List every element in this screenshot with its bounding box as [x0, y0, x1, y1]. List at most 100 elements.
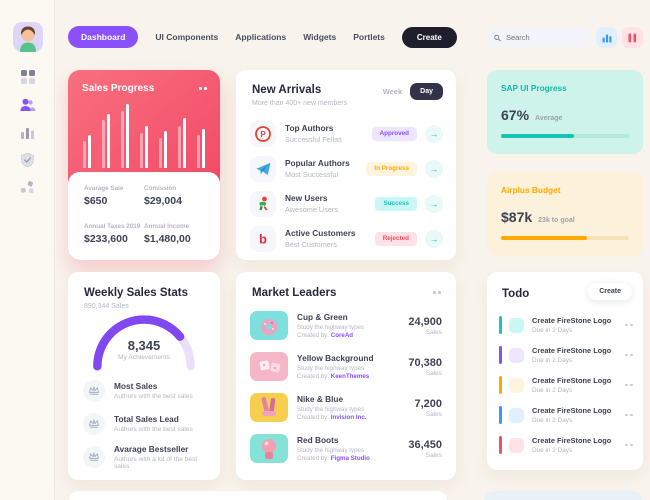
list-item[interactable]: P Top Authors Successful Fellas Approved…	[250, 116, 443, 151]
creator-link[interactable]: KeenThemes	[330, 373, 370, 380]
item-title: New Users	[285, 193, 328, 203]
avatar[interactable]	[13, 22, 43, 52]
stat-label: Annual Taxes 2019	[84, 223, 141, 230]
progress-fill	[501, 236, 587, 240]
list-item[interactable]: Create FireStone Logo Due in 2 Days	[499, 310, 633, 340]
sidebar-item-components[interactable]	[19, 179, 36, 196]
go-arrow-button[interactable]: →	[425, 194, 443, 213]
list-item[interactable]: Total Sales Lead Authors with the best s…	[83, 407, 208, 440]
todo-list: Create FireStone Logo Due in 2 Days Crea…	[499, 310, 633, 460]
more-options-icon[interactable]	[625, 413, 633, 417]
todo-card: Todo Create Create FireStone Logo Due in…	[487, 272, 643, 470]
stat-value: $233,600	[84, 233, 128, 245]
budget-caption: 23k to goal	[538, 217, 575, 224]
list-item[interactable]: Create FireStone Logo Due in 2 Days	[499, 430, 633, 460]
item-creator: Created by: KeenThemes	[297, 373, 370, 380]
producthunt-logo-icon: P	[250, 120, 276, 147]
task-color-bar	[499, 376, 502, 394]
item-title: Popular Authors	[285, 158, 350, 168]
creator-link[interactable]: CoreAd	[330, 332, 354, 339]
crown-icon	[83, 445, 105, 468]
more-options-icon[interactable]	[625, 353, 633, 357]
stat-average-sale: Avarage Sale $650	[84, 185, 144, 214]
item-creator: Created by: Figma Studio	[297, 455, 370, 462]
card-title: Airplus Budget	[501, 185, 561, 195]
tab-widgets[interactable]: Widgets	[303, 32, 337, 42]
pause-button[interactable]	[622, 27, 643, 48]
pause-icon	[628, 33, 637, 42]
bar-chart-icon	[602, 34, 611, 42]
item-subtitle: Study the highway types	[297, 446, 365, 454]
list-item[interactable]: Most Sales Authors with the best sales	[83, 374, 208, 407]
week-toggle[interactable]: Week	[382, 87, 403, 96]
more-options-icon[interactable]	[199, 87, 207, 90]
task-due: Due in 2 Days	[532, 386, 573, 394]
sales-value: 24,900	[408, 315, 442, 328]
todo-create-button[interactable]: Create	[588, 283, 632, 300]
item-subtitle: Study the highway types	[297, 323, 365, 331]
tab-dashboard[interactable]: Dashboard	[68, 26, 139, 48]
sidebar-item-security[interactable]	[19, 151, 36, 168]
creator-link[interactable]: Invision Inc.	[330, 414, 367, 421]
task-due: Due in 2 Days	[532, 416, 573, 424]
more-options-icon[interactable]	[625, 323, 633, 327]
go-arrow-button[interactable]: →	[425, 159, 443, 178]
list-item[interactable]: Create FireStone Logo Due in 2 Days	[499, 370, 633, 400]
sidebar-item-charts[interactable]	[19, 124, 36, 141]
more-options-icon[interactable]	[625, 443, 633, 447]
item-subtitle: Awesome Users	[285, 205, 338, 214]
list-item[interactable]: Cup & Green Study the highway types Crea…	[250, 305, 442, 346]
item-title: Red Boots	[297, 435, 339, 445]
more-options-icon[interactable]	[433, 291, 441, 294]
progress-bar	[501, 134, 629, 138]
list-item[interactable]: Create FireStone Logo Due in 2 Days	[499, 400, 633, 430]
progress-bar	[501, 236, 629, 240]
achievements-gauge	[68, 312, 220, 372]
sales-unit: Sales	[425, 369, 442, 377]
users-icon	[20, 98, 35, 111]
creator-link[interactable]: Figma Studio	[330, 455, 370, 462]
list-item[interactable]: Avarage Bestseller Authors with a lot of…	[83, 440, 208, 473]
go-arrow-button[interactable]: →	[425, 124, 443, 143]
crown-icon	[83, 379, 105, 402]
task-due: Due in 2 Days	[532, 326, 573, 334]
create-button[interactable]: Create	[401, 26, 457, 48]
list-item[interactable]: Create FireStone Logo Due in 2 Days	[499, 340, 633, 370]
list-item[interactable]: b Active Customers Best Customers Reject…	[250, 221, 443, 256]
item-subtitle: Best Customers	[285, 240, 337, 249]
list-item[interactable]: Popular Authors Most Successful In Progr…	[250, 151, 443, 186]
product-thumbnail	[250, 352, 288, 381]
list-item[interactable]: Yellow Background Study the highway type…	[250, 346, 442, 387]
list-item[interactable]: New Users Awesome Users Success →	[250, 186, 443, 221]
search-box[interactable]	[487, 28, 591, 47]
item-title: Yellow Background	[297, 353, 374, 363]
item-subtitle: Authors with a lot of the best sales	[114, 455, 198, 470]
list-item[interactable]: Nike & Blue Study the highway types Crea…	[250, 387, 442, 428]
item-title: Cup & Green	[297, 312, 348, 322]
stat-annual-taxes: Annual Taxes 2019 $233,600	[84, 223, 144, 252]
list-item[interactable]: Red Boots Study the highway types Create…	[250, 428, 442, 469]
day-toggle[interactable]: Day	[410, 83, 443, 100]
sidebar-item-users[interactable]	[19, 96, 36, 113]
task-thumb	[509, 347, 524, 363]
tab-applications[interactable]: Applications	[235, 32, 287, 42]
gauge-caption: My Achievements	[118, 354, 170, 361]
search-icon	[494, 34, 501, 41]
more-options-icon[interactable]	[625, 383, 633, 387]
next-row-card-partial	[69, 491, 447, 500]
tab-ui-components[interactable]: UI Components	[155, 32, 219, 42]
sidebar-item-dashboard[interactable]	[19, 68, 36, 85]
item-subtitle: Study the highway types	[297, 405, 365, 413]
item-title: Total Sales Lead	[114, 414, 179, 424]
avatar-image	[20, 26, 36, 52]
item-subtitle: Successful Fellas	[285, 135, 342, 144]
search-input[interactable]	[505, 33, 584, 42]
svg-text:b: b	[259, 231, 267, 246]
stat-value: $650	[84, 195, 108, 207]
go-arrow-button[interactable]: →	[425, 229, 443, 248]
stat-comission: Comission $29,004	[144, 185, 204, 214]
tab-portlets[interactable]: Portlets	[353, 32, 385, 42]
stats-button[interactable]	[596, 27, 617, 48]
sales-value: 70,380	[408, 356, 442, 369]
card-title: Todo	[502, 288, 530, 300]
